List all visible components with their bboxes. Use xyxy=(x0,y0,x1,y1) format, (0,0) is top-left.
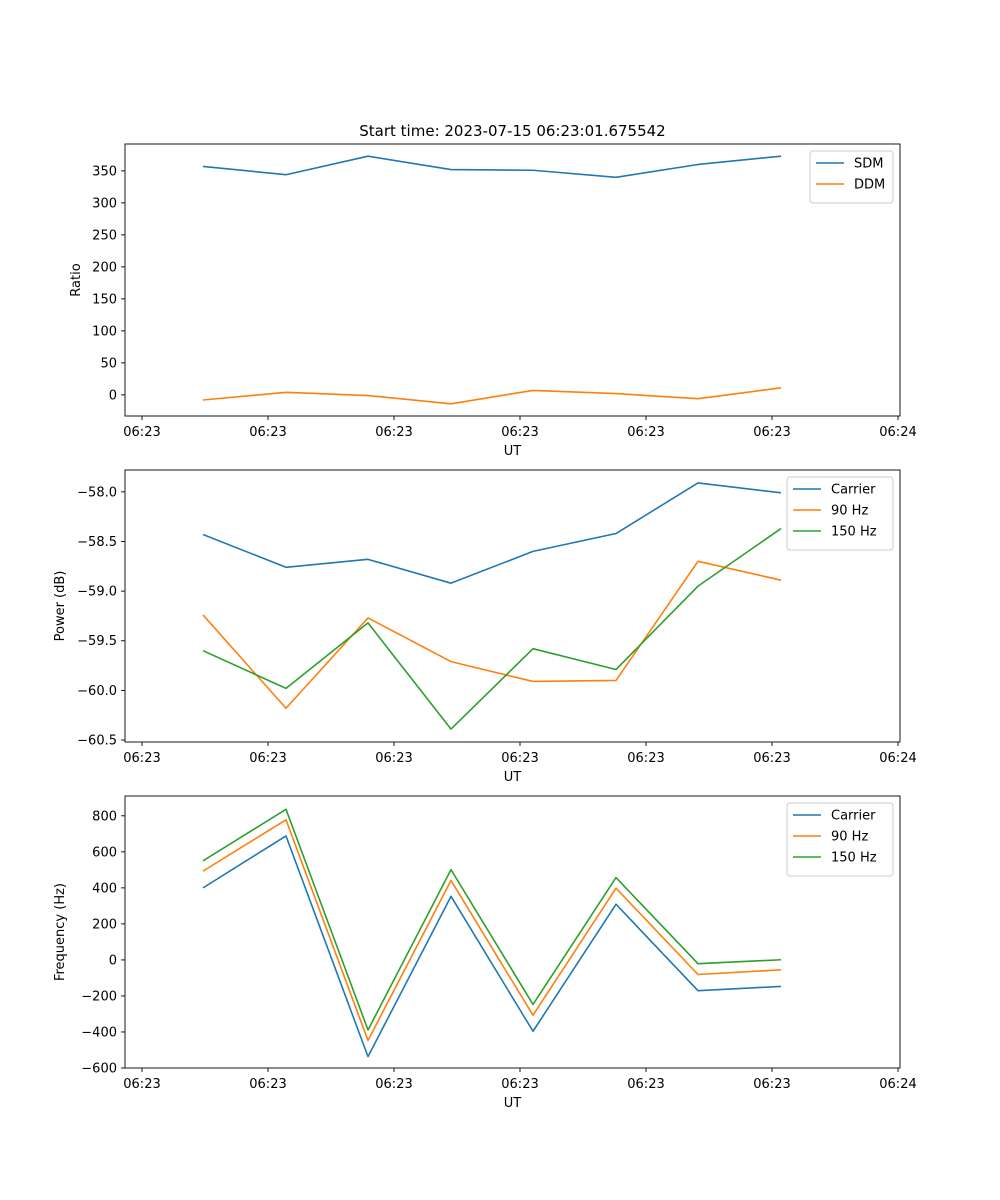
x-tick-label: 06:23 xyxy=(627,1077,664,1092)
y-tick-label: 0 xyxy=(109,388,117,403)
x-tick-label: 06:23 xyxy=(249,751,286,766)
x-tick-label: 06:23 xyxy=(375,1077,412,1092)
y-tick-label: 600 xyxy=(92,845,117,860)
series-line-ddm xyxy=(202,387,782,405)
power-panel: 06:23 06:23 06:23 06:23 06:23 06:23 06:24 −60.5… xyxy=(53,469,917,785)
legend-label: DDM xyxy=(854,178,885,193)
y-axis-label: Frequency (Hz) xyxy=(53,883,68,981)
ratio-panel: Start time: 2023-07-15 06:23:01.675542 06… xyxy=(69,122,917,459)
series-line-90-hz xyxy=(202,560,782,710)
x-tick-label: 06:23 xyxy=(123,425,160,440)
series-line-150-hz xyxy=(202,527,782,730)
series-line-150-hz xyxy=(202,808,782,1031)
y-tick-label: 150 xyxy=(92,292,117,307)
chart-title: Start time: 2023-07-15 06:23:01.675542 xyxy=(359,122,665,140)
x-tick-label: 06:23 xyxy=(123,751,160,766)
x-tick-label: 06:24 xyxy=(879,425,916,440)
y-tick-label: −60.5 xyxy=(77,734,117,749)
legend-label: 90 Hz xyxy=(831,830,868,845)
x-tick-label: 06:23 xyxy=(249,425,286,440)
y-tick-label: −200 xyxy=(81,989,117,1004)
legend-label: 90 Hz xyxy=(831,504,868,519)
legend-label: 150 Hz xyxy=(831,851,877,866)
y-axis-label: Power (dB) xyxy=(53,571,68,642)
x-tick-label: 06:23 xyxy=(501,425,538,440)
y-tick-label: 350 xyxy=(92,164,117,179)
x-tick-label: 06:23 xyxy=(123,1077,160,1092)
x-tick-label: 06:23 xyxy=(627,751,664,766)
y-tick-label: 100 xyxy=(92,324,117,339)
legend-label: Carrier xyxy=(831,809,876,824)
y-tick-label: 400 xyxy=(92,881,117,896)
series-line-90-hz xyxy=(202,818,782,1042)
legend-label: Carrier xyxy=(831,483,876,498)
axes-frame xyxy=(124,795,901,1069)
y-tick-label: 0 xyxy=(109,953,117,968)
y-tick-label: −59.0 xyxy=(77,585,117,600)
y-tick-label: 800 xyxy=(92,809,117,824)
y-tick-label: −58.0 xyxy=(77,485,117,500)
y-tick-label: 200 xyxy=(92,260,117,275)
y-tick-label: 200 xyxy=(92,917,117,932)
x-tick-label: 06:23 xyxy=(753,1077,790,1092)
x-tick-label: 06:23 xyxy=(375,425,412,440)
x-tick-label: 06:23 xyxy=(375,751,412,766)
y-tick-label: −600 xyxy=(81,1062,117,1077)
y-tick-label: −58.5 xyxy=(77,535,117,550)
y-tick-label: 250 xyxy=(92,228,117,243)
x-tick-label: 06:24 xyxy=(879,751,916,766)
legend-label: SDM xyxy=(854,157,883,172)
x-axis-label: UT xyxy=(504,770,522,785)
series-line-carrier xyxy=(202,835,782,1058)
x-tick-label: 06:23 xyxy=(501,751,538,766)
y-tick-label: 50 xyxy=(100,356,117,371)
y-tick-label: −60.0 xyxy=(77,684,117,699)
x-tick-label: 06:23 xyxy=(753,751,790,766)
x-tick-label: 06:24 xyxy=(879,1077,916,1092)
y-tick-label: −59.5 xyxy=(77,634,117,649)
x-tick-label: 06:23 xyxy=(501,1077,538,1092)
x-axis-label: UT xyxy=(504,1096,522,1111)
legend-label: 150 Hz xyxy=(831,525,877,540)
x-axis-label: UT xyxy=(504,444,522,459)
series-line-sdm xyxy=(202,155,782,179)
y-tick-label: −400 xyxy=(81,1025,117,1040)
axes-frame xyxy=(124,469,901,743)
y-tick-label: 300 xyxy=(92,196,117,211)
x-tick-label: 06:23 xyxy=(249,1077,286,1092)
y-axis-label: Ratio xyxy=(69,263,84,296)
x-tick-label: 06:23 xyxy=(753,425,790,440)
legend-box xyxy=(809,150,894,204)
series-line-carrier xyxy=(202,482,782,584)
axes-frame xyxy=(124,143,901,417)
x-tick-label: 06:23 xyxy=(627,425,664,440)
frequency-panel: 06:23 06:23 06:23 06:23 06:23 06:23 06:24 −600 −… xyxy=(53,795,917,1111)
